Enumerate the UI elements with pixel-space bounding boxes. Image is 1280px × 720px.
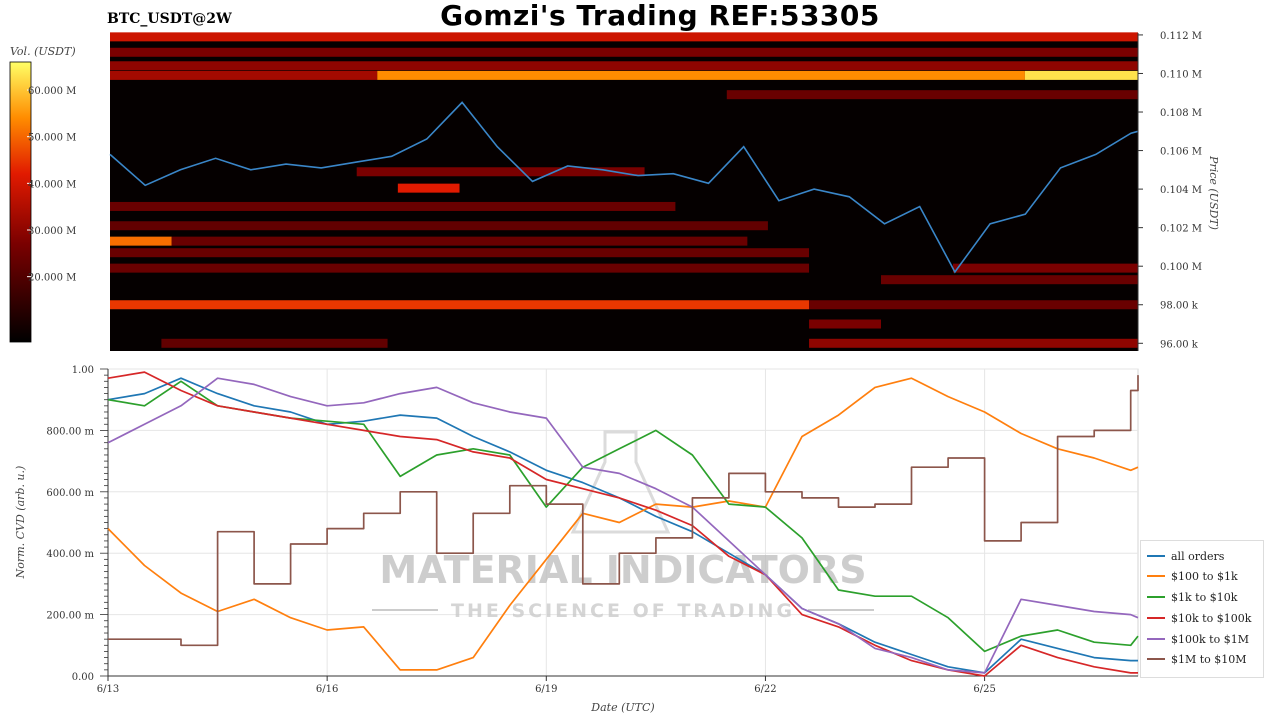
liquidity-band [397, 183, 460, 193]
cvd-y-axis-label: Norm. CVD (arb. u.) [14, 466, 27, 580]
legend-label: $100 to $1k [1171, 569, 1238, 583]
liquidity-band [356, 167, 645, 177]
liquidity-band [110, 32, 1138, 42]
colorbar-tick-label: 30.000 M [28, 226, 76, 237]
liquidity-band [110, 70, 378, 80]
legend-swatch [1147, 575, 1165, 577]
colorbar-gradient [9, 61, 32, 343]
legend-item-1k-10k: $1k to $10k [1147, 587, 1237, 607]
liquidity-band [1024, 70, 1138, 80]
colorbar-tick-label: 20.000 M [28, 273, 76, 284]
cvd-plot-area [107, 368, 1139, 677]
watermark-line1: MATERIAL INDICATORS [379, 548, 866, 592]
legend-swatch [1147, 658, 1165, 660]
price-tick-label: 0.106 M [1160, 147, 1202, 158]
cvd-x-tick-label: 6/16 [316, 684, 338, 695]
cvd-y-tick-label: 400.00 m [46, 549, 94, 560]
legend-item-100k-1m: $100k to $1M [1147, 629, 1249, 649]
price-axis-label: Price (USDT) [1207, 155, 1220, 230]
cvd-x-axis-label: Date (UTC) [590, 701, 654, 714]
legend-label: $1k to $10k [1171, 590, 1238, 604]
colorbar-tick-label: 50.000 M [28, 133, 76, 144]
liquidity-band [110, 201, 676, 211]
legend-label: $10k to $100k [1171, 611, 1252, 625]
legend-label: all orders [1171, 549, 1225, 563]
liquidity-band [377, 70, 1025, 80]
legend-label: $1M to $10M [1171, 652, 1247, 666]
heatmap-background [110, 33, 1138, 351]
colorbar-tick-label: 40.000 M [28, 179, 76, 190]
liquidity-band [881, 275, 1138, 285]
watermark-line2: THE SCIENCE OF TRADING [451, 600, 795, 622]
liquidity-band [110, 236, 172, 246]
watermark: MATERIAL INDICATORS THE SCIENCE OF TRADIN… [372, 430, 874, 622]
liquidity-band [110, 61, 1138, 71]
legend-swatch [1147, 555, 1165, 557]
legend-item-1m-10m: $1M to $10M [1147, 649, 1247, 669]
liquidity-band [110, 300, 810, 310]
price-tick-label: 0.112 M [1160, 31, 1202, 42]
page-title: Gomzi's Trading REF:53305 [440, 0, 880, 32]
cvd-x-tick-label: 6/13 [97, 684, 119, 695]
legend-swatch [1147, 638, 1165, 640]
symbol-label: BTC_USDT@2W [107, 11, 232, 27]
colorbar: Vol. (USDT) 60.000 M 50.000 M 40.000 M 30.00… [9, 45, 76, 343]
price-tick-label: 96.00 k [1160, 339, 1199, 350]
liquidity-band [110, 248, 810, 258]
liquidity-band [161, 338, 388, 348]
cvd-panel: 0.00 200.00 m 400.00 m 600.00 m 800.00 m 1.00… [14, 365, 1139, 714]
cvd-line-100-1k [107, 377, 1139, 671]
legend-item-10k-100k: $10k to $100k [1147, 608, 1251, 628]
legend-swatch [1147, 617, 1165, 619]
cvd-legend: all orders $100 to $1k $1k to $10k $10k … [1140, 540, 1264, 678]
cvd-y-tick-label: 200.00 m [46, 611, 94, 622]
price-tick-label: 0.100 M [1160, 262, 1202, 273]
heatmap-panel: 0.112 M 0.110 M 0.108 M 0.106 M 0.104 M 0.102… [109, 31, 1220, 351]
cvd-line-100k-1m [107, 377, 1139, 674]
legend-item-all-orders: all orders [1147, 546, 1224, 566]
colorbar-tick-label: 60.000 M [28, 86, 76, 97]
liquidity-band [952, 263, 1138, 273]
legend-swatch [1147, 596, 1165, 598]
colorbar-label: Vol. (USDT) [10, 45, 76, 58]
price-tick-label: 98.00 k [1160, 301, 1199, 312]
liquidity-band [171, 236, 748, 246]
legend-label: $100k to $1M [1171, 632, 1249, 646]
liquidity-band [110, 47, 1138, 57]
cvd-line-10k-100k [107, 371, 1138, 677]
liquidity-band [726, 90, 1138, 100]
cvd-y-tick-label: 0.00 [72, 672, 94, 683]
cvd-line-all-orders [107, 377, 1138, 674]
cvd-x-tick-label: 6/22 [754, 684, 776, 695]
price-tick-label: 0.110 M [1160, 69, 1202, 80]
cvd-y-tick-label: 1.00 [72, 365, 94, 376]
flask-logo-icon [570, 430, 671, 534]
cvd-x-tick-label: 6/25 [973, 684, 995, 695]
cvd-y-tick-label: 600.00 m [46, 488, 94, 499]
liquidity-band [809, 338, 1138, 348]
price-tick-label: 0.108 M [1160, 108, 1202, 119]
cvd-y-tick-label: 800.00 m [46, 426, 94, 437]
liquidity-band [110, 221, 768, 231]
liquidity-band [110, 263, 810, 273]
legend-item-100-1k: $100 to $1k [1147, 566, 1238, 586]
price-line [109, 101, 1139, 274]
liquidity-band [809, 300, 1138, 310]
price-tick-label: 0.104 M [1160, 185, 1202, 196]
cvd-line-1m-10m [108, 375, 1139, 647]
cvd-x-tick-label: 6/19 [535, 684, 557, 695]
price-tick-label: 0.102 M [1160, 224, 1202, 235]
liquidity-band [809, 319, 881, 329]
